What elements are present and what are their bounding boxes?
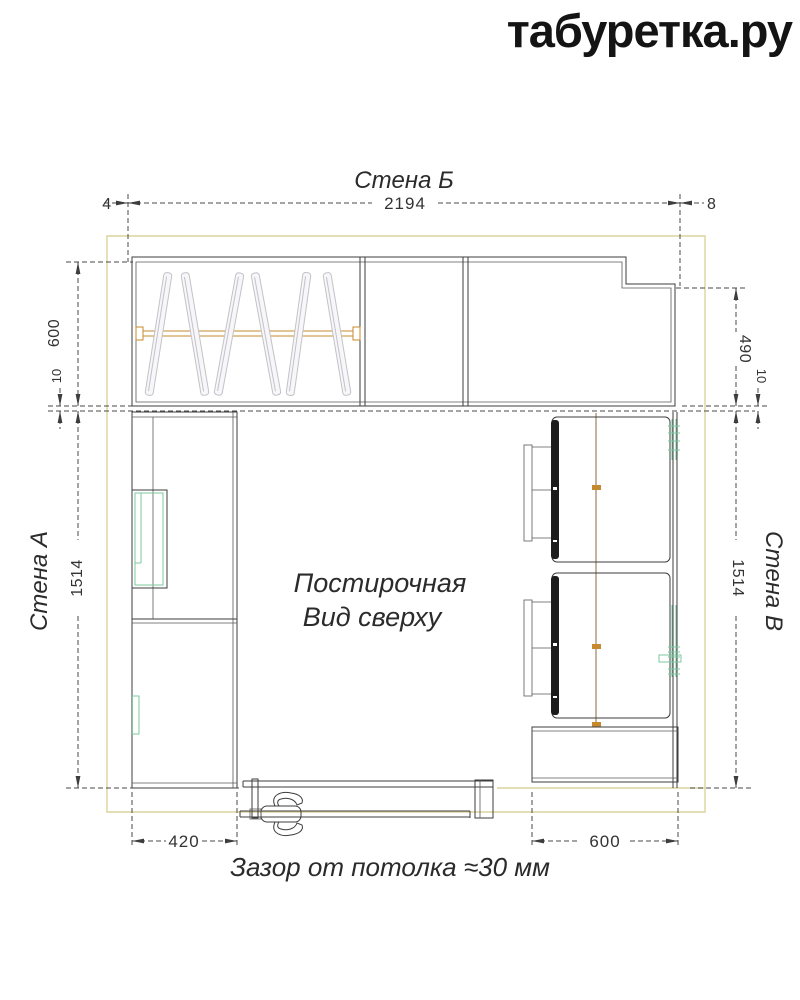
dim-left-10: 10 <box>49 369 64 383</box>
wall-v-label: Стена В <box>760 531 787 631</box>
ceiling-gap-caption: Зазор от потолка ≈30 мм <box>230 852 550 882</box>
dim-left-1514: 1514 <box>69 559 86 597</box>
left-cabinet <box>131 411 238 789</box>
wall-a-label: Стена А <box>26 531 53 631</box>
dim-right-490: 490 <box>736 335 753 363</box>
dim-gap-top-right: 8 <box>707 196 716 213</box>
room-title-line2: Вид сверху <box>303 602 443 632</box>
dim-gap-top-left: 4 <box>102 196 111 213</box>
dim-right-1514: 1514 <box>729 559 746 597</box>
room-title-line1: Постирочная <box>294 568 467 598</box>
drawer-unit <box>531 726 679 783</box>
sliding-door <box>239 778 494 836</box>
dim-bottom-420: 420 <box>168 832 199 851</box>
dimension-lines <box>48 194 770 848</box>
dim-top-total: 2194 <box>384 194 426 213</box>
appliance-stack <box>523 412 682 788</box>
dim-left-600: 600 <box>46 319 63 347</box>
washer-top <box>523 416 671 563</box>
washer-bottom <box>523 572 671 719</box>
door-handle-icon <box>249 792 303 836</box>
dim-bottom-600: 600 <box>589 832 620 851</box>
wall-b-label: Стена Б <box>354 167 454 194</box>
room-outline <box>106 235 706 813</box>
dim-right-10: 10 <box>754 369 769 383</box>
plumbing-lines <box>658 419 682 677</box>
hangers <box>144 271 352 397</box>
site-logo: табуретка.ру <box>507 4 793 57</box>
dimension-arrows <box>57 200 761 844</box>
hanger-rail <box>135 326 361 341</box>
